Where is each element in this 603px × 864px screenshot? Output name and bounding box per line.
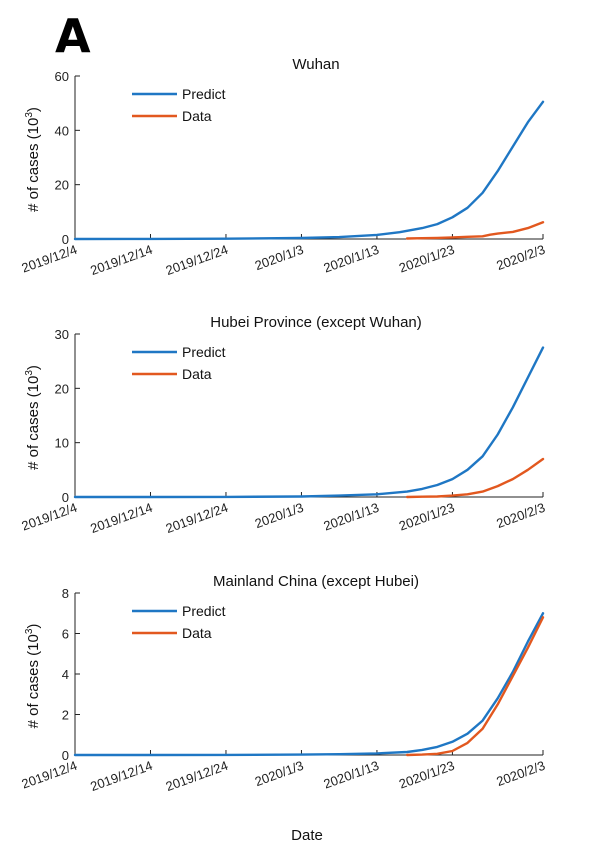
x-tick-label: 2019/12/4 [20,758,79,792]
x-tick-label: 2020/1/3 [253,758,306,789]
series-line-data [405,457,545,499]
y-tick-label: 4 [62,667,69,682]
x-axis-label: Date [291,827,323,844]
x-tick-label: 2020/1/3 [253,242,306,273]
series-line-predict [73,100,545,241]
y-tick-label: 20 [55,381,69,396]
panel-label: A [55,9,91,63]
y-tick-label: 60 [55,69,69,84]
axis-lines [74,334,543,498]
y-tick-label: 6 [62,627,69,642]
x-tick-label: 2019/12/14 [88,500,154,536]
x-tick-label: 2020/2/3 [494,242,547,273]
chart-title: Mainland China (except Hubei) [213,573,419,590]
y-tick-label: 40 [55,123,69,138]
x-tick-label: 2020/1/23 [397,242,456,276]
x-tick-label: 2019/12/24 [164,500,230,536]
y-axis-label-exponent: 3 [24,112,35,118]
series-line-data [405,616,545,757]
chart-1: Wuhan 0 20 40 60 2019/12/4 2019/12/14 2019/12/2… [20,56,547,278]
x-tick-label: 2020/1/23 [397,758,456,792]
y-axis-label-exponent: 3 [24,370,35,376]
chart-2: Hubei Province (except Wuhan) 0 10 20 30 2019… [20,314,547,536]
x-tick-label: 2019/12/24 [164,758,230,794]
x-tick-label: 2019/12/24 [164,242,230,278]
y-tick-label: 20 [55,178,69,193]
y-axis-label-prefix: # of cases (10 [25,376,42,470]
x-tick-label: 2019/12/14 [88,758,154,794]
y-tick-label: 10 [55,436,69,451]
legend-label-predict: Predict [182,86,226,102]
x-tick-label: 2020/1/23 [397,500,456,534]
series-line-predict [73,346,545,499]
y-axis-label-suffix: ) [25,365,42,370]
x-tick-label: 2020/1/13 [321,758,380,792]
legend-label-predict: Predict [182,344,226,360]
y-axis-label-prefix: # of cases (10 [25,634,42,728]
y-axis-label-exponent: 3 [24,628,35,634]
y-tick-label: 0 [62,490,69,505]
legend-label-data: Data [182,625,212,641]
legend-label-data: Data [182,366,212,382]
series-line-predict [73,612,545,757]
chart-title: Wuhan [292,56,339,73]
chart-title: Hubei Province (except Wuhan) [210,314,422,331]
legend-label-data: Data [182,108,212,124]
y-axis-label-suffix: ) [25,624,42,629]
x-tick-label: 2019/12/4 [20,500,79,534]
x-tick-label: 2020/1/3 [253,500,306,531]
y-tick-label: 8 [62,586,69,601]
y-axis-label: # of cases (103) [24,107,42,212]
chart-3: Mainland China (except Hubei) 0 2 4 6 8 2019/1… [20,573,547,794]
y-tick-label: 0 [62,748,69,763]
axis-lines [74,593,543,756]
y-axis-label-prefix: # of cases (10 [25,118,42,212]
axis-lines [74,76,543,240]
x-tick-label: 2019/12/4 [20,242,79,276]
x-tick-label: 2020/2/3 [494,758,547,789]
y-tick-label: 0 [62,232,69,247]
x-tick-label: 2020/1/13 [321,242,380,276]
y-axis-label: # of cases (103) [24,365,42,470]
x-tick-label: 2020/2/3 [494,500,547,531]
x-tick-label: 2019/12/14 [88,242,154,278]
y-axis-label-suffix: ) [25,107,42,112]
series-line-data [405,220,545,240]
x-tick-label: 2020/1/13 [321,500,380,534]
y-tick-label: 30 [55,327,69,342]
y-tick-label: 2 [62,708,69,723]
legend-label-predict: Predict [182,603,226,619]
y-axis-label: # of cases (103) [24,624,42,729]
